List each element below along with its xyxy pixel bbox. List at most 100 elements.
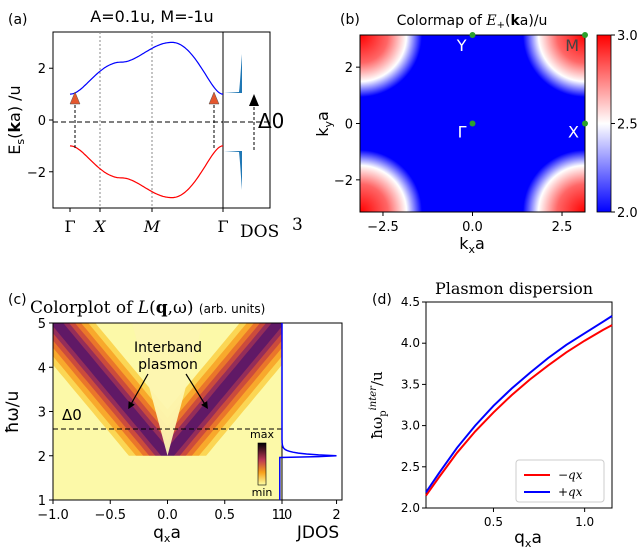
panel-d: (d) Plasmon dispersion 0.5 1.0 2.0 2.5 3.0 3… <box>368 279 613 550</box>
panel-b-ylabel: kya <box>313 111 335 137</box>
colorbar-b <box>596 34 612 213</box>
panel-c-label: (c) <box>8 292 27 308</box>
panel-b-ytick-label: 0 <box>345 118 353 133</box>
panel-b-title: Colormap of E+(ka)/u <box>397 13 548 31</box>
panel-a-title: A=0.1u, M=-1u <box>90 7 213 26</box>
panel-d-ytick-label: 3.0 <box>401 419 420 433</box>
panel-a-yticks: −2 0 2 <box>27 62 53 181</box>
symmetry-points: Y M Γ X <box>456 32 588 142</box>
symmetry-point-label: X <box>568 123 579 142</box>
colorbar-c-max: max <box>250 428 274 441</box>
panel-c-ylabel: ħω/u <box>3 391 23 434</box>
panel-b-xtick-label: 0.0 <box>462 220 483 235</box>
jdos-frame <box>281 322 343 501</box>
heatmap-b <box>360 35 585 212</box>
symmetry-point-x <box>582 120 588 127</box>
panel-b-xtick-label: 2.5 <box>552 220 573 235</box>
heatmap-b-corner-br <box>523 150 585 212</box>
panel-c: (c) Colorplot of L(q,ω) (arb. units) Δ0 … <box>3 292 343 545</box>
panel-c-ytick-label: 4 <box>38 361 46 376</box>
panel-b-ytick-label: −2 <box>334 174 353 189</box>
panel-a-xtick-label: X <box>92 217 106 236</box>
panel-d-frame <box>425 301 613 509</box>
dispersion-line-plus-qx <box>425 315 613 493</box>
panel-d-yticks: 2.0 2.5 3.0 3.5 4.0 4.5 <box>401 295 426 515</box>
colorbar-b-ticks: 2.0 2.5 3.0 <box>611 29 638 221</box>
panel-a-label: (a) <box>8 12 28 28</box>
symmetry-point-m <box>582 32 588 38</box>
legend-d: −qx +qx <box>515 459 605 503</box>
panel-b-yticks: −2 0 2 <box>334 61 360 189</box>
legend-d-label: −qx <box>558 468 583 482</box>
gap-label-a: Δ0 <box>258 109 284 133</box>
plasmon-band-right <box>167 323 282 464</box>
panel-c-xtick-label: −1.0 <box>37 508 69 523</box>
panel-d-ylabel: ħωpinter/u <box>368 371 389 439</box>
panel-c-title-suffix: (arb. units) <box>199 302 265 316</box>
dos-frame <box>222 31 271 209</box>
panel-d-title: Plasmon dispersion <box>435 279 593 298</box>
panel-b-xlabel: kxa <box>459 234 485 256</box>
panel-a-ytick-label: 2 <box>38 62 46 77</box>
panel-d-ytick-label: 4.0 <box>401 336 420 350</box>
annotation-line2: plasmon <box>138 357 198 373</box>
panel-c-ytick-label: 3 <box>38 406 46 421</box>
annotation-arrow-left <box>128 373 149 410</box>
lower-band-line <box>69 145 224 199</box>
symmetry-point-label: Γ <box>458 123 467 142</box>
panel-c-title: Colorplot of L(q,ω) (arb. units) <box>30 298 265 318</box>
heatmap-b-corner-tr <box>523 35 585 97</box>
legend-d-entries: −qx +qx <box>524 468 583 499</box>
panel-a-frame <box>52 31 224 209</box>
heatmap-b-corner-tl <box>360 35 422 97</box>
panel-c-xtick-label: 0.0 <box>157 508 178 523</box>
symmetry-point-label: Y <box>456 36 467 55</box>
dos-lower-peak <box>224 151 242 190</box>
jdos-xtick-label: 2 <box>332 508 340 523</box>
transition-arrowhead-right <box>208 91 220 105</box>
panel-d-label: (d) <box>372 292 392 308</box>
colorbar-c-min: min <box>252 486 273 499</box>
annotation-line1: Interband <box>134 340 202 356</box>
heatmap-c <box>53 323 282 500</box>
panel-a-xtick-label: M <box>143 217 161 236</box>
symmetry-point-gamma <box>469 120 476 127</box>
upper-band-line <box>69 41 224 95</box>
dos-upper-peak <box>224 54 242 93</box>
colorbar-b-tick-label: 2.0 <box>617 206 638 221</box>
symmetry-point-label: M <box>565 36 579 55</box>
dispersion-lines <box>425 315 613 497</box>
panel-d-xlabel: qxa <box>514 528 542 550</box>
jdos-line <box>279 323 337 500</box>
panel-d-ytick-label: 4.5 <box>401 295 420 309</box>
panel-c-xtick-label: 1.0 <box>272 508 293 523</box>
panel-a-xtick-label: Γ <box>217 217 228 236</box>
dos-xtick: 3 <box>292 215 303 235</box>
annotation-arrow-right <box>185 373 208 410</box>
panel-c-ytick-label: 5 <box>38 317 46 332</box>
panel-b: (b) Colormap of E+(ka)/u Y MΓ X 2.02.53.0 … <box>313 12 638 256</box>
panel-c-yticks: 1 2 3 4 5 <box>38 317 53 509</box>
panel-b-label: (b) <box>340 12 360 28</box>
legend-d-label: +qx <box>558 485 583 499</box>
colorbar-b-tick-label: 2.5 <box>617 118 638 133</box>
colorbar-b-tick-label: 3.0 <box>617 29 638 44</box>
panel-a-ytick-label: −2 <box>27 166 46 181</box>
panel-c-xlabel: qxa <box>153 523 181 545</box>
panel-d-ytick-label: 3.5 <box>401 377 420 391</box>
panel-d-ytick-label: 2.0 <box>401 501 420 515</box>
panel-d-xtick-label: 1.0 <box>575 515 594 529</box>
dos-xlabel: DOS <box>240 222 279 242</box>
heatmap-b-corner-bl <box>360 150 422 212</box>
gap-arrowhead <box>249 94 259 106</box>
panel-a-ylabel: Es(ka) /u <box>5 85 27 154</box>
transition-arrowhead-left <box>69 91 81 105</box>
loss-function-bands <box>53 323 282 500</box>
below-gap-region <box>53 455 282 500</box>
dispersion-line-minus-qx <box>425 324 613 497</box>
panel-d-ytick-label: 2.5 <box>401 460 420 474</box>
panel-b-xtick-label: −2.5 <box>367 220 399 235</box>
panel-a-xtick-label: Γ <box>64 217 75 236</box>
